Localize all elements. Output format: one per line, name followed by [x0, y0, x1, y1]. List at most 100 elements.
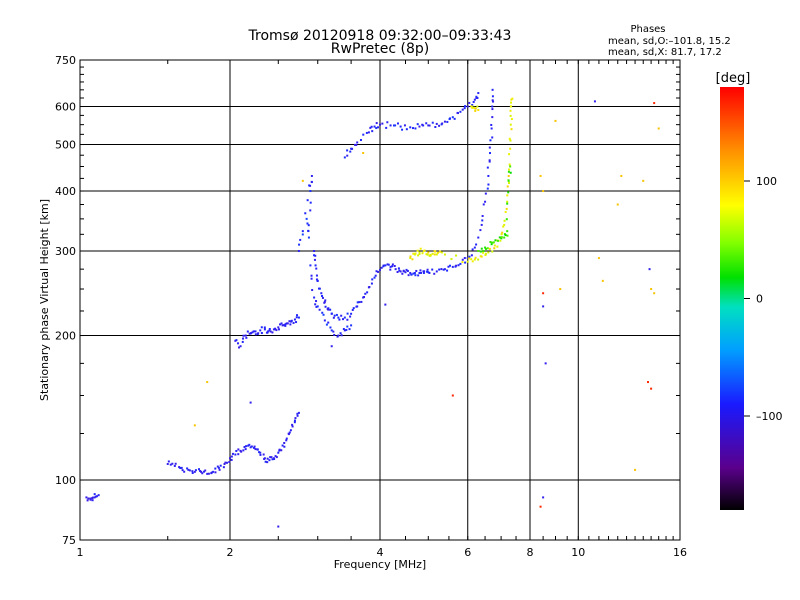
data-point — [252, 446, 255, 449]
data-point — [509, 171, 512, 174]
data-point — [259, 451, 262, 454]
data-point — [391, 265, 394, 268]
data-point — [166, 462, 169, 465]
data-point — [386, 263, 389, 266]
data-point — [173, 464, 176, 467]
data-point — [464, 105, 467, 108]
data-point — [306, 199, 309, 202]
data-point — [338, 318, 341, 321]
data-point — [193, 424, 196, 427]
data-point — [484, 246, 487, 249]
data-point — [416, 249, 419, 252]
data-point — [284, 324, 287, 327]
phases-line-x: mean, sd,X: 81.7, 17.2 — [608, 47, 722, 58]
data-point — [310, 277, 313, 280]
data-point — [653, 102, 656, 105]
data-point — [315, 300, 318, 303]
data-point — [420, 271, 423, 274]
data-point — [473, 246, 476, 249]
data-point — [470, 258, 473, 261]
data-point — [405, 268, 408, 271]
data-point — [346, 149, 349, 152]
data-point — [491, 88, 494, 91]
data-point — [399, 270, 402, 273]
data-point — [415, 269, 418, 272]
data-point — [288, 320, 291, 323]
data-point — [268, 329, 271, 332]
y-tick-label: 100 — [55, 474, 76, 487]
data-point — [343, 316, 346, 319]
data-point — [438, 268, 441, 271]
chart-title: Tromsø 20120918 09:32:00–09:33:43 — [248, 28, 512, 44]
data-point — [509, 105, 512, 108]
data-point — [188, 469, 191, 472]
data-point — [179, 467, 182, 470]
data-point — [491, 136, 494, 139]
data-point — [500, 237, 503, 240]
data-point — [491, 99, 494, 102]
data-point — [305, 217, 308, 220]
y-tick-label: 200 — [55, 330, 76, 343]
data-point — [216, 465, 219, 468]
data-point — [399, 125, 402, 128]
data-point — [204, 469, 207, 472]
data-point — [412, 127, 415, 130]
data-point — [259, 329, 262, 332]
data-point — [253, 445, 256, 448]
data-point — [291, 425, 294, 428]
data-point — [230, 458, 233, 461]
data-point — [492, 100, 495, 103]
data-point — [379, 268, 381, 271]
data-point — [222, 466, 225, 469]
data-point — [296, 314, 299, 317]
x-tick-label: 1 — [77, 546, 84, 559]
data-point — [379, 123, 381, 126]
data-point — [427, 124, 430, 127]
data-point — [306, 222, 309, 225]
data-point — [421, 252, 424, 255]
data-point — [335, 313, 338, 316]
data-point — [484, 252, 487, 255]
data-point — [489, 139, 492, 142]
data-point — [474, 107, 477, 110]
data-point — [506, 185, 509, 188]
data-point — [653, 292, 656, 295]
data-point — [321, 294, 324, 297]
data-point — [169, 463, 172, 466]
data-point — [373, 276, 376, 279]
data-point — [435, 253, 438, 256]
grid — [80, 60, 680, 540]
data-point — [481, 219, 484, 222]
data-point — [486, 187, 489, 190]
data-point — [436, 251, 439, 254]
data-point — [293, 421, 296, 424]
data-point — [202, 470, 205, 473]
data-point — [206, 472, 209, 475]
data-point — [353, 143, 356, 146]
data-point — [214, 467, 217, 470]
data-point — [260, 332, 263, 335]
data-point — [332, 330, 335, 333]
data-point — [238, 346, 241, 349]
data-point — [318, 308, 321, 311]
data-point — [286, 322, 289, 325]
data-point — [332, 316, 335, 319]
data-point — [283, 324, 286, 327]
data-point — [322, 313, 325, 316]
data-point — [509, 165, 512, 168]
data-point — [446, 269, 449, 272]
data-point — [229, 457, 231, 460]
data-point — [307, 224, 310, 227]
data-point — [477, 109, 480, 112]
data-point — [482, 203, 485, 206]
data-point — [542, 305, 545, 308]
data-point — [634, 468, 637, 471]
data-point — [91, 496, 94, 499]
data-point — [307, 229, 310, 232]
data-point — [260, 326, 263, 329]
data-point — [356, 141, 359, 144]
data-point — [434, 250, 437, 253]
data-point — [473, 258, 476, 261]
data-point — [330, 345, 333, 348]
data-point — [459, 262, 462, 265]
